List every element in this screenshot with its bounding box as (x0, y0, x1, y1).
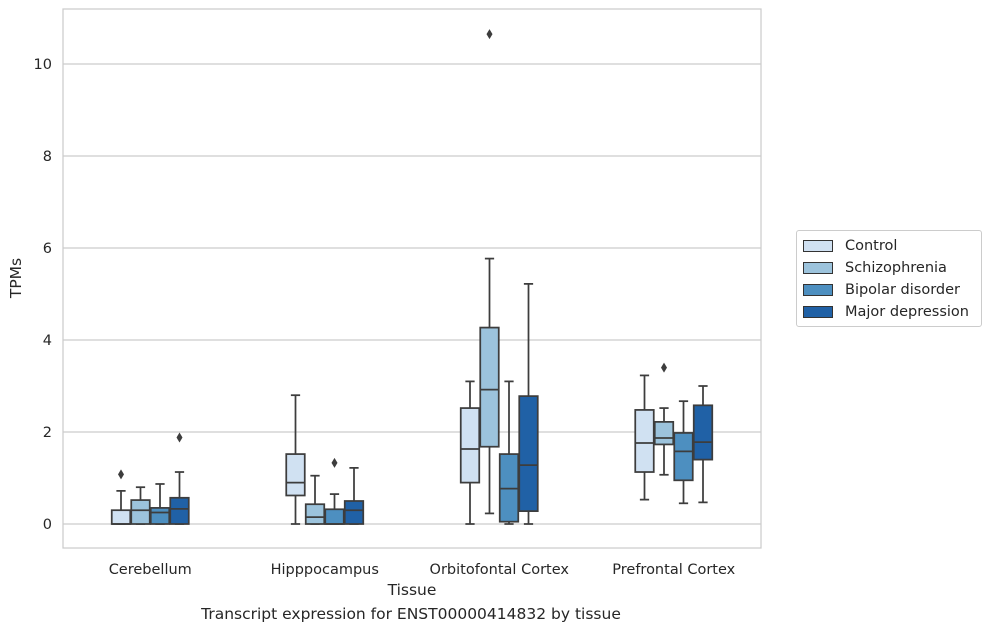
box-1-series-0 (285, 394, 306, 525)
box-iqr (518, 395, 539, 512)
legend: Control Schizophrenia Bipolar disorder M… (796, 230, 982, 327)
box-iqr (459, 407, 481, 484)
legend-label-schizophrenia: Schizophrenia (845, 260, 947, 276)
plot-frame (62, 8, 762, 549)
box-iqr (343, 500, 365, 525)
x-axis-label: Tissue (387, 581, 437, 599)
x-tick-labels: Cerebellum Hipppocampus Orbitofontal Corte… (109, 562, 736, 578)
box-series (110, 29, 714, 525)
y-tick-label-6: 6 (43, 241, 52, 257)
flier-point-0 (176, 432, 183, 443)
y-tick-label-4: 4 (43, 333, 52, 349)
box-1-series-2 (324, 457, 345, 525)
flier-point-0 (661, 362, 667, 373)
box-iqr (110, 509, 132, 525)
box-iqr (692, 404, 714, 461)
y-tick-label-2: 2 (43, 425, 52, 441)
box-iqr (285, 453, 306, 497)
box-iqr (304, 503, 326, 525)
box-iqr (673, 432, 694, 482)
y-axis-label: TPMs (7, 258, 25, 299)
legend-item-major-depression: Major depression (803, 303, 969, 321)
box-0-series-3 (169, 432, 190, 525)
box-iqr (149, 507, 171, 525)
legend-label-control: Control (845, 238, 898, 254)
box-3-series-2 (673, 400, 694, 505)
box-iqr (169, 496, 190, 525)
legend-label-bipolar-disorder: Bipolar disorder (845, 282, 960, 298)
legend-swatch-control (803, 240, 833, 252)
box-3-series-3 (692, 385, 714, 504)
box-iqr (479, 326, 500, 448)
box-iqr (324, 508, 345, 525)
legend-item-bipolar-disorder: Bipolar disorder (803, 281, 960, 299)
flier-point-0 (331, 457, 338, 468)
box-1-series-3 (343, 467, 365, 525)
legend-item-control: Control (803, 237, 897, 255)
box-2-series-3 (518, 283, 539, 525)
box-0-series-0 (110, 469, 132, 525)
y-tick-labels: 0 2 4 6 8 10 (34, 57, 52, 533)
box-3-series-0 (634, 374, 655, 501)
box-iqr (653, 421, 675, 446)
legend-swatch-bipolar-disorder (803, 284, 833, 296)
box-1-series-1 (304, 474, 326, 525)
legend-swatch-major-depression (803, 306, 833, 318)
box-3-series-1 (653, 362, 675, 476)
chart-caption: Transcript expression for ENST0000041483… (201, 605, 621, 623)
y-tick-label-8: 8 (43, 149, 52, 165)
legend-item-schizophrenia: Schizophrenia (803, 259, 947, 277)
flier-point-0 (486, 29, 493, 40)
legend-label-major-depression: Major depression (845, 304, 969, 320)
box-2-series-2 (498, 380, 520, 525)
x-tick-label-2: Orbitofontal Cortex (430, 562, 570, 578)
box-2-series-1 (479, 29, 500, 515)
box-0-series-1 (130, 486, 151, 525)
x-tick-label-3: Prefrontal Cortex (612, 562, 735, 578)
x-tick-label-0: Cerebellum (109, 562, 192, 578)
flier-point-0 (118, 469, 124, 480)
box-iqr (634, 409, 655, 473)
legend-swatch-schizophrenia (803, 262, 833, 274)
box-0-series-2 (149, 483, 171, 525)
box-iqr (130, 499, 151, 525)
x-tick-label-1: Hipppocampus (271, 562, 379, 578)
box-2-series-0 (459, 380, 481, 525)
y-tick-label-0: 0 (43, 517, 52, 533)
y-tick-label-10: 10 (34, 57, 52, 73)
